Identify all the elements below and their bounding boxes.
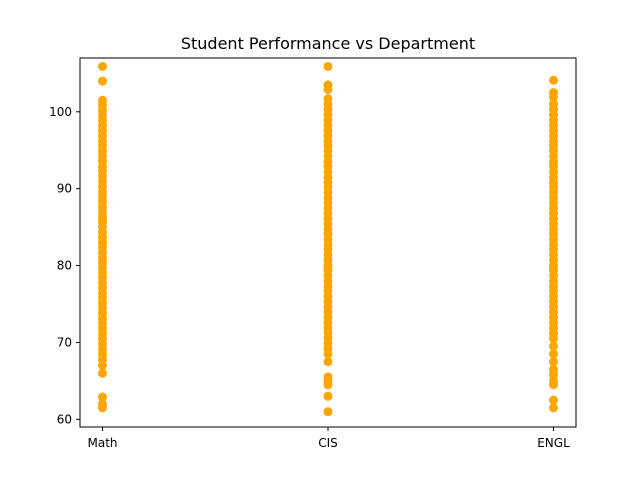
data-point: [549, 380, 558, 390]
data-point: [549, 334, 558, 344]
x-tick-label: ENGL: [537, 436, 570, 450]
data-point: [98, 368, 107, 378]
data-point: [549, 349, 558, 359]
data-point: [549, 357, 558, 367]
data-point: [323, 380, 333, 390]
x-tick-label: Math: [87, 436, 117, 450]
y-tick-label: 70: [57, 335, 72, 349]
plot-frame: [79, 57, 577, 428]
y-tick-label: 90: [57, 182, 72, 196]
data-point: [98, 392, 107, 402]
data-point: [98, 76, 107, 86]
data-point: [323, 349, 333, 359]
data-point: [549, 403, 558, 413]
data-point: [549, 370, 558, 380]
data-point: [549, 75, 558, 85]
data-point: [98, 361, 107, 370]
data-point: [323, 61, 333, 71]
x-tick-label: CIS: [318, 436, 338, 450]
y-tick-label: 100: [49, 105, 72, 119]
y-tick-label: 80: [57, 259, 72, 273]
x-axis: Math CIS ENGL: [87, 427, 570, 450]
data-point: [98, 61, 107, 71]
data-point: [323, 85, 333, 95]
data-point: [549, 92, 558, 102]
data-point: [323, 391, 333, 401]
data-point: [549, 395, 558, 405]
data-point: [549, 341, 558, 351]
data-point: [98, 403, 107, 413]
data-point: [323, 407, 333, 417]
data-point: [98, 354, 107, 364]
data-points: [98, 61, 558, 417]
data-point: [323, 357, 333, 367]
chart-title: Student Performance vs Department: [181, 34, 475, 53]
y-axis: 60 70 80 90 100: [49, 105, 80, 426]
y-tick-label: 60: [57, 412, 72, 426]
